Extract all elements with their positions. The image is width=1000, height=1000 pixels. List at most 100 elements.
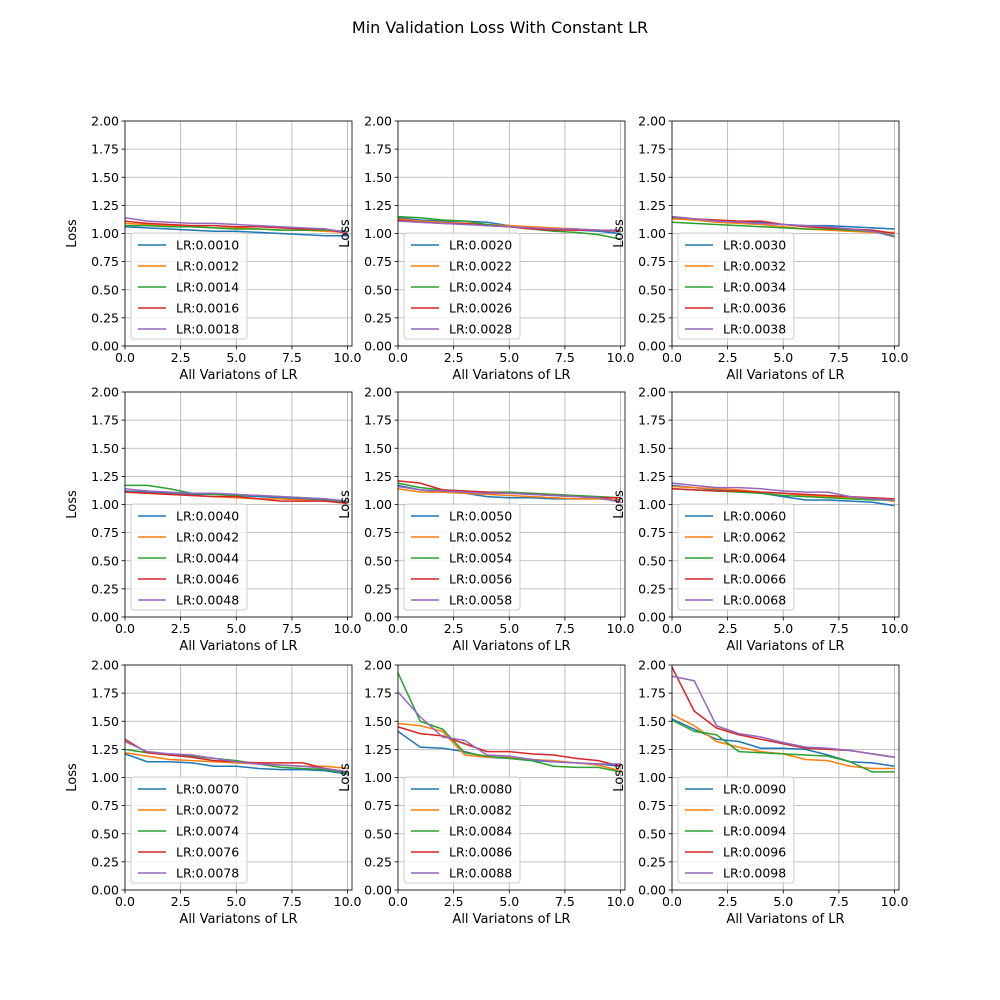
legend-entry: LR:0.0038 xyxy=(723,322,786,337)
legend-entry: LR:0.0046 xyxy=(176,572,239,587)
series-line-LR:0.0018 xyxy=(124,217,348,234)
x-tick-label: 5.0 xyxy=(226,894,246,909)
x-tick-label: 5.0 xyxy=(773,621,793,636)
series-line-LR:0.0098 xyxy=(671,675,895,758)
series-line-LR:0.0014 xyxy=(125,224,348,232)
legend-entry: LR:0.0098 xyxy=(723,866,786,881)
y-tick-label: 0.75 xyxy=(364,798,392,813)
x-tick-label: 2.5 xyxy=(444,350,464,365)
x-tick-label: 2.5 xyxy=(171,621,191,636)
legend-entry: LR:0.0080 xyxy=(449,782,512,797)
x-tick-label: 2.5 xyxy=(444,894,464,909)
series-line-LR:0.0078 xyxy=(124,740,348,773)
x-tick-label: 0.0 xyxy=(115,894,135,909)
legend-entry: LR:0.0058 xyxy=(449,593,512,608)
y-tick-label: 0.50 xyxy=(638,553,666,568)
x-tick-label: 7.5 xyxy=(555,350,575,365)
legend-entry: LR:0.0094 xyxy=(723,824,786,839)
y-tick-label: 0.75 xyxy=(364,525,392,540)
y-tick-label: 1.25 xyxy=(91,469,119,484)
x-axis-label: All Variatons of LR xyxy=(726,912,844,927)
x-tick-label: 10.0 xyxy=(881,894,909,909)
legend-entry: LR:0.0056 xyxy=(449,572,512,587)
y-tick-label: 1.00 xyxy=(364,226,392,241)
y-tick-label: 0.25 xyxy=(91,854,119,869)
y-tick-label: 0.75 xyxy=(91,254,119,269)
y-tick-label: 0.50 xyxy=(91,282,119,297)
legend: LR:0.0060 LR:0.0062 LR:0.0064 LR:0.0066 LR:0… xyxy=(677,503,795,611)
x-tick-label: 7.5 xyxy=(829,621,849,636)
y-tick-label: 1.50 xyxy=(364,441,392,456)
series-line-LR:0.0038 xyxy=(671,215,895,238)
y-tick-label: 2.00 xyxy=(364,114,392,129)
x-tick-label: 0.0 xyxy=(388,350,408,365)
x-tick-label: 7.5 xyxy=(829,894,849,909)
y-tick-label: 1.75 xyxy=(364,142,392,157)
y-tick-label: 0.25 xyxy=(91,581,119,596)
y-tick-label: 1.75 xyxy=(638,413,666,428)
series-line-LR:0.0032 xyxy=(671,218,895,234)
legend-entry: LR:0.0092 xyxy=(723,803,786,818)
y-tick-label: 0.50 xyxy=(91,553,119,568)
legend-box xyxy=(130,232,248,340)
y-tick-label: 0.50 xyxy=(638,282,666,297)
y-tick-label: 0.25 xyxy=(364,854,392,869)
x-axis-label: All Variatons of LR xyxy=(726,639,844,654)
y-tick-label: 1.50 xyxy=(364,170,392,185)
legend-entry: LR:0.0072 xyxy=(176,803,239,818)
x-tick-label: 2.5 xyxy=(171,350,191,365)
y-tick-label: 0.25 xyxy=(91,310,119,325)
y-axis-label: Loss xyxy=(338,490,353,519)
x-axis-label: All Variatons of LR xyxy=(452,639,570,654)
y-tick-label: 1.25 xyxy=(364,198,392,213)
x-tick-label: 2.5 xyxy=(718,350,738,365)
y-tick-label: 2.00 xyxy=(638,385,666,400)
y-tick-label: 1.50 xyxy=(638,441,666,456)
x-tick-label: 5.0 xyxy=(773,350,793,365)
y-tick-label: 1.00 xyxy=(364,770,392,785)
y-tick-label: 1.00 xyxy=(364,497,392,512)
x-tick-label: 5.0 xyxy=(226,350,246,365)
y-tick-label: 0.25 xyxy=(364,581,392,596)
series-line-LR:0.0010 xyxy=(124,226,348,237)
legend-entry: LR:0.0088 xyxy=(449,866,512,881)
legend-entry: LR:0.0070 xyxy=(176,782,239,797)
legend: LR:0.0020 LR:0.0022 LR:0.0024 LR:0.0026 LR:0… xyxy=(403,232,521,340)
legend-entry: LR:0.0050 xyxy=(449,509,512,524)
series-line-LR:0.0060 xyxy=(671,484,895,507)
y-tick-label: 1.50 xyxy=(91,441,119,456)
x-tick-label: 7.5 xyxy=(282,894,302,909)
x-tick-label: 5.0 xyxy=(499,350,519,365)
legend-entry: LR:0.0054 xyxy=(449,551,512,566)
legend-entry: LR:0.0086 xyxy=(449,845,512,860)
y-axis-label: Loss xyxy=(65,219,80,248)
x-tick-label: 7.5 xyxy=(829,350,849,365)
y-tick-label: 1.75 xyxy=(638,142,666,157)
y-tick-label: 2.00 xyxy=(638,658,666,673)
subplot-1: 0.0 2.5 5.0 7.5 10.0 0.00 0.25 0.50 0.75 1.00 1.25… xyxy=(65,114,362,384)
y-tick-label: 0.25 xyxy=(638,581,666,596)
subplot-7: 0.0 2.5 5.0 7.5 10.0 0.00 0.25 0.50 0.75 1.00 1.25… xyxy=(65,658,362,928)
series-line-LR:0.0088 xyxy=(397,691,621,765)
y-tick-label: 1.50 xyxy=(364,714,392,729)
legend-box xyxy=(677,776,795,884)
y-tick-label: 1.75 xyxy=(364,413,392,428)
series-line-LR:0.0052 xyxy=(397,488,621,501)
x-tick-label: 2.5 xyxy=(718,621,738,636)
y-tick-label: 0.25 xyxy=(638,854,666,869)
legend-entry: LR:0.0042 xyxy=(176,530,239,545)
y-tick-label: 2.00 xyxy=(364,385,392,400)
x-tick-label: 5.0 xyxy=(499,894,519,909)
x-tick-label: 2.5 xyxy=(171,894,191,909)
x-tick-label: 10.0 xyxy=(607,350,635,365)
y-tick-label: 0.00 xyxy=(91,883,119,898)
legend: LR:0.0050 LR:0.0052 LR:0.0054 LR:0.0056 LR:0… xyxy=(403,503,521,611)
y-tick-label: 0.50 xyxy=(91,826,119,841)
y-tick-label: 0.00 xyxy=(91,339,119,354)
y-tick-label: 1.75 xyxy=(91,686,119,701)
y-tick-label: 1.50 xyxy=(91,714,119,729)
series-line-LR:0.0068 xyxy=(671,482,895,501)
y-tick-label: 1.00 xyxy=(638,226,666,241)
